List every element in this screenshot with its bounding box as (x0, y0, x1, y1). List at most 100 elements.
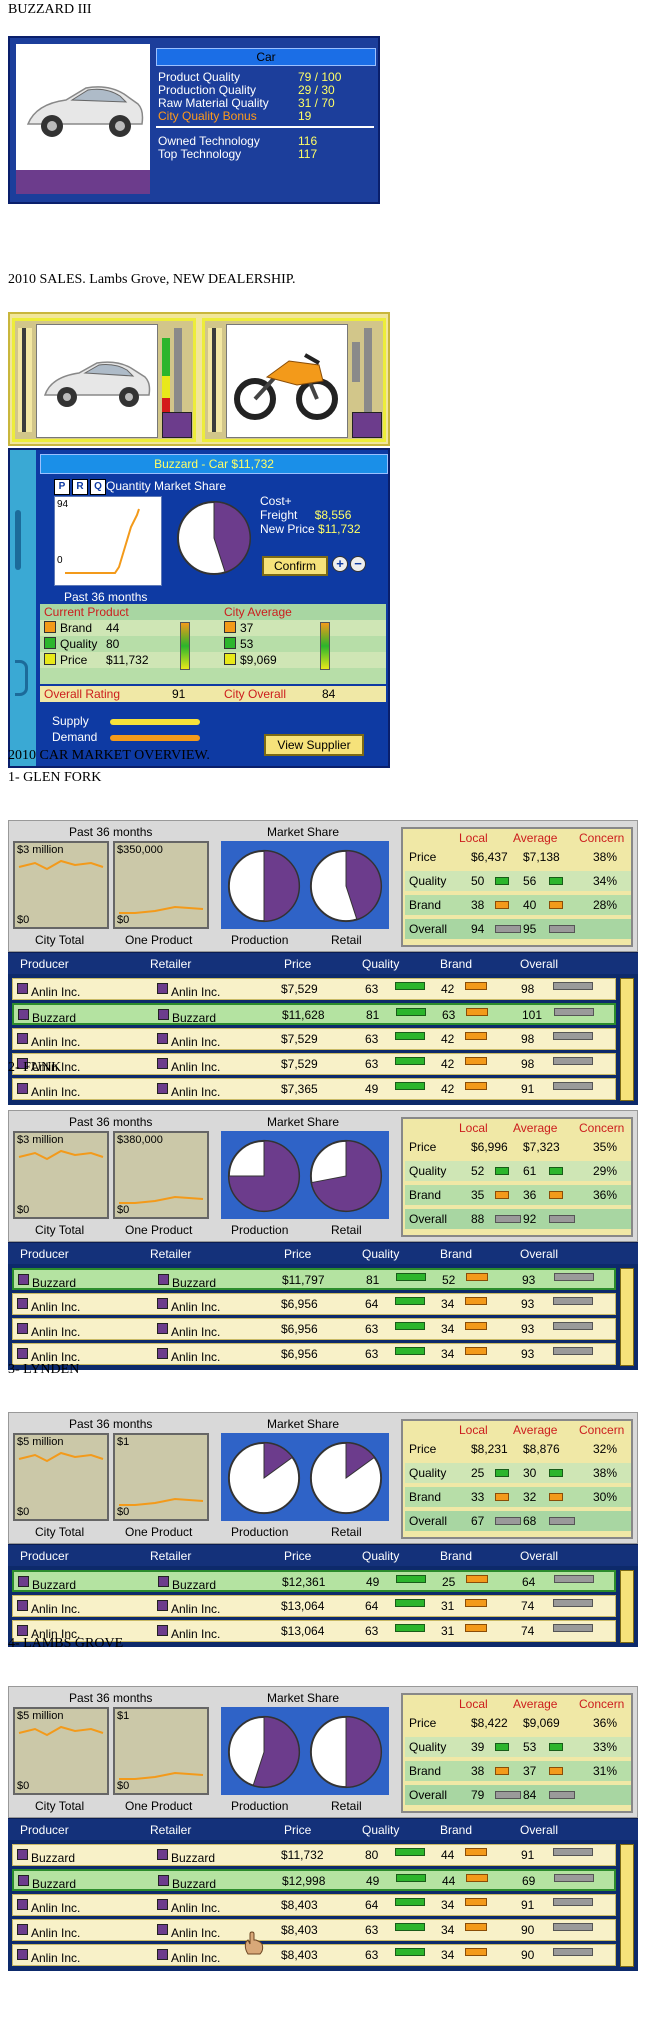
local-bar (495, 1191, 509, 1199)
table-row[interactable]: Anlin Inc. Anlin Inc. $7,529 63 42 98 (12, 1053, 616, 1075)
brand-label: Brand (44, 620, 92, 636)
production-label: Production (231, 1223, 289, 1237)
scrollbar[interactable] (620, 1570, 634, 1643)
table-row[interactable]: Buzzard Buzzard $12,998 49 44 69 (12, 1869, 616, 1891)
overall-bar (553, 1923, 593, 1931)
quality-value: 80 (106, 637, 120, 651)
table-row[interactable]: Buzzard Buzzard $11,628 81 63 101 (12, 1003, 616, 1025)
quality-bar (395, 1624, 425, 1632)
column-headers: Producer Retailer Price Quality Brand Overall (8, 952, 638, 975)
table-row[interactable]: Buzzard Buzzard $11,732 80 44 91 (12, 1844, 616, 1866)
retail-label: Retail (331, 1223, 362, 1237)
local-heading: Local (459, 831, 488, 845)
quality-bar (396, 1273, 426, 1281)
column-headers: Producer Retailer Price Quality Brand Overall (8, 1818, 638, 1841)
q-button[interactable]: Q (90, 479, 106, 495)
current-product-heading: Current Product (44, 605, 129, 619)
local-bar (495, 925, 521, 933)
quality-label: Quality (44, 636, 97, 652)
market-section: Past 36 months Market Share $5 million $0 $1… (8, 1686, 638, 1971)
brand-bar (465, 1032, 487, 1040)
overall-bar (554, 1273, 594, 1281)
plus-button[interactable]: + (332, 556, 348, 572)
table-row[interactable]: Anlin Inc. Anlin Inc. $8,403 63 34 90 (12, 1919, 616, 1941)
concern-heading: Concern (579, 1121, 625, 1135)
table-row[interactable]: Anlin Inc. Anlin Inc. $7,529 63 42 98 (12, 978, 616, 1000)
market-share-pie (177, 501, 251, 575)
one-product-label: One Product (125, 1525, 193, 1539)
brand-bar (465, 1057, 487, 1065)
city-overall-value: 84 (322, 687, 336, 701)
average-heading: Average (513, 831, 558, 845)
table-row[interactable]: Anlin Inc. Anlin Inc. $6,956 63 34 93 (12, 1343, 616, 1365)
overall-bar (553, 1322, 593, 1330)
overall-bar (553, 1032, 593, 1040)
table-row[interactable]: Anlin Inc. Anlin Inc. $8,403 63 34 90 (12, 1944, 616, 1966)
local-bar (495, 1767, 509, 1775)
demand-bar (110, 735, 200, 741)
slot-motorbike[interactable] (202, 318, 386, 442)
r-button[interactable]: R (72, 479, 88, 495)
product-bar (180, 622, 190, 670)
sales-header: Buzzard - Car $11,732 (40, 454, 388, 474)
side-tab-strip[interactable] (10, 450, 36, 766)
table-row[interactable]: Anlin Inc. Anlin Inc. $7,529 63 42 98 (12, 1028, 616, 1050)
table-row[interactable]: Buzzard Buzzard $11,797 81 52 93 (12, 1268, 616, 1290)
average-bar (549, 901, 563, 909)
average-bar (549, 925, 575, 933)
view-supplier-button[interactable]: View Supplier (264, 734, 364, 756)
local-bar (495, 901, 509, 909)
stat-row: Brand 38 40 28% (405, 895, 631, 915)
table-row[interactable]: Buzzard Buzzard $12,361 49 25 64 (12, 1570, 616, 1592)
p-button[interactable]: P (54, 479, 70, 495)
table-row[interactable]: Anlin Inc. Anlin Inc. $13,064 63 31 74 (12, 1620, 616, 1642)
current-product-table: Current Product City Average Brand 44 37… (40, 604, 386, 706)
city-price: $9,069 (224, 652, 277, 668)
market-stats: Local Average Concern Price $8,422 $9,069 36% Q… (401, 1693, 633, 1813)
minus-button[interactable]: − (350, 556, 366, 572)
brand-bar (465, 1898, 487, 1906)
brand-bar (466, 1008, 488, 1016)
scrollbar[interactable] (620, 978, 634, 1101)
price-label: Price (44, 652, 87, 668)
average-bar (549, 1493, 563, 1501)
product-list: Buzzard Buzzard $11,732 80 44 91 Buzzard Buzzar… (8, 1840, 638, 1971)
overall-bar (553, 1347, 593, 1355)
average-bar (549, 1517, 575, 1525)
brand-bar (465, 1322, 487, 1330)
market-section: Past 36 months Market Share $3 million $0 $3… (8, 820, 638, 1105)
slot-car[interactable] (12, 318, 196, 442)
past-36-label: Past 36 months (69, 825, 153, 839)
table-row[interactable]: Anlin Inc. Anlin Inc. $6,956 64 34 93 (12, 1293, 616, 1315)
share-pies (221, 1433, 389, 1521)
market-stats: Local Average Concern Price $6,437 $7,138 38% Q… (401, 827, 633, 947)
table-row[interactable]: Anlin Inc. Anlin Inc. $7,365 49 42 91 (12, 1078, 616, 1100)
table-row[interactable]: Anlin Inc. Anlin Inc. $13,064 64 31 74 (12, 1595, 616, 1617)
overall-bar (553, 1082, 593, 1090)
share-pies (221, 1131, 389, 1219)
top-technology-row: Top Technology 117 (158, 147, 318, 161)
market-summary: Past 36 months Market Share $5 million $0 $1… (8, 1686, 638, 1818)
local-heading: Local (459, 1121, 488, 1135)
table-row[interactable]: Anlin Inc. Anlin Inc. $6,956 63 34 93 (12, 1318, 616, 1340)
stat-row: Price $6,437 $7,138 38% (405, 847, 631, 867)
scrollbar[interactable] (620, 1268, 634, 1366)
table-row[interactable]: Anlin Inc. Anlin Inc. $8,403 64 34 91 (12, 1894, 616, 1916)
city-total-label: City Total (35, 933, 85, 947)
brand-bar (466, 1273, 488, 1281)
retail-pie (309, 1715, 383, 1789)
brand-bar (465, 1297, 487, 1305)
divider (156, 126, 374, 128)
production-pie (227, 849, 301, 923)
overall-bar (553, 1624, 593, 1632)
one-product-label: One Product (125, 1799, 193, 1813)
product-category: Car (156, 48, 376, 66)
quality-bar (395, 1599, 425, 1607)
quality-bar (395, 1057, 425, 1065)
product-list: Anlin Inc. Anlin Inc. $7,529 63 42 98 Buzzard B… (8, 974, 638, 1105)
scrollbar[interactable] (620, 1844, 634, 1967)
confirm-button[interactable]: Confirm (262, 556, 328, 576)
brand-bar (466, 1874, 488, 1882)
